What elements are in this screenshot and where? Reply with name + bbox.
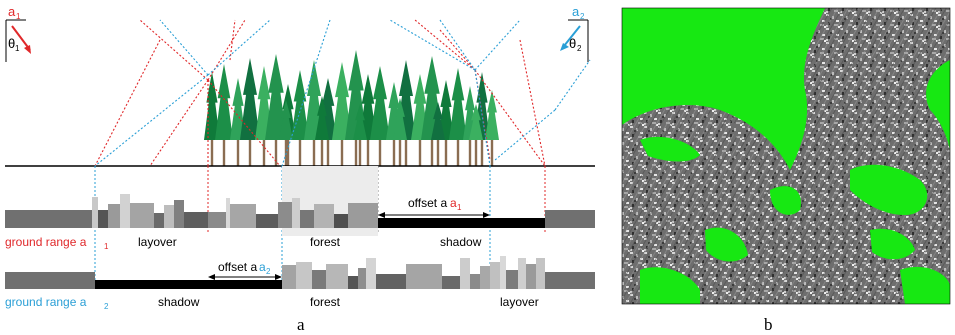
tree-crown [353, 104, 367, 140]
panel-a: a 1 θ 1 a 2 θ 2 [5, 4, 595, 334]
ground-range-a1-label: ground range a [5, 235, 87, 249]
row1-profile [5, 194, 595, 228]
tree-crown [438, 80, 454, 140]
tree-trunk [456, 138, 460, 166]
tree-trunk [404, 138, 408, 166]
offset-a1-annotation: offset a a 1 [378, 196, 490, 218]
sar-image [622, 8, 950, 304]
tree-crown [240, 58, 260, 140]
tree-crown [204, 72, 220, 140]
offset-a2-annotation: offset a a 2 [208, 260, 282, 280]
angle1-sub: 1 [16, 12, 21, 21]
ground-range-a1-sub: 1 [104, 242, 109, 251]
tree-trunk [354, 138, 358, 166]
theta1-sub: 1 [15, 44, 20, 53]
row1-region-forest: forest [310, 235, 341, 249]
tree-trunk [392, 138, 396, 166]
row2-region-forest: forest [310, 295, 341, 309]
angle2-sub: 2 [580, 12, 585, 21]
rays-a1 [94, 19, 546, 167]
panel-b: b [621, 7, 951, 334]
tree-trunk [398, 138, 402, 166]
ground-range-a2-label: ground range a [5, 295, 87, 309]
row2-profile [5, 256, 595, 289]
tree-trunk [340, 138, 344, 166]
tree-trunk [210, 138, 214, 166]
tree-trunk [358, 138, 362, 166]
row1-region-shadow: shadow [440, 235, 482, 249]
tree-trunk [262, 138, 266, 166]
tree-trunk [430, 138, 434, 166]
tree-trunk [436, 138, 440, 166]
offset-a1-sub: 1 [457, 203, 462, 212]
shadow-band-a1 [378, 218, 545, 228]
tree-crown [485, 90, 499, 140]
tree-crown [449, 68, 467, 140]
incidence-a2-indicator: a 2 θ 2 [560, 4, 589, 62]
tree-trunk [320, 138, 324, 166]
row1-region-layover: layover [138, 235, 177, 249]
tree-trunk [284, 138, 288, 166]
rays-a2 [94, 19, 591, 167]
tree-crown [265, 54, 287, 140]
tree-trunk [418, 138, 422, 166]
caption-b: b [764, 315, 773, 334]
theta1-label: θ [8, 36, 15, 51]
theta2-label: θ [569, 36, 576, 51]
tree-crown [332, 62, 352, 140]
row2-region-layover: layover [500, 295, 539, 309]
tree-trunk [490, 138, 494, 166]
arrow-a2-icon [560, 43, 569, 51]
tree-crown [370, 66, 390, 140]
offset-a1-label: offset a [408, 196, 447, 210]
tree-crown [215, 64, 233, 140]
tree-crown [393, 98, 407, 140]
panel-b-frame [621, 7, 951, 305]
tree-trunk [298, 138, 302, 166]
tree-trunk [286, 138, 290, 166]
tree-trunk [248, 138, 252, 166]
shadow-band-a2 [95, 280, 282, 289]
tree-trunk [480, 138, 484, 166]
tree-crown [279, 100, 293, 140]
tree-trunk [474, 138, 478, 166]
forest-trees [204, 50, 499, 166]
offset-a1-letter: a [450, 196, 457, 210]
tree-crown [469, 104, 483, 140]
tree-crown [431, 102, 445, 140]
tree-trunk [444, 138, 448, 166]
offset-a2-letter: a [259, 260, 266, 274]
theta2-sub: 2 [577, 44, 582, 53]
tree-trunk [312, 138, 316, 166]
angle2-name: a [572, 4, 580, 19]
arrow-a1-icon [24, 45, 31, 54]
row2-region-shadow: shadow [158, 295, 200, 309]
tree-crown [230, 78, 246, 140]
tree-trunk [366, 138, 370, 166]
incidence-a1-indicator: a 1 θ 1 [5, 4, 31, 62]
tree-trunk [222, 138, 226, 166]
offset-a2-label: offset a [218, 260, 257, 274]
offset-a2-sub: 2 [266, 267, 271, 276]
tree-trunk [326, 138, 330, 166]
tree-trunk [378, 138, 382, 166]
tree-trunk [236, 138, 240, 166]
ground-range-a2-sub: 2 [104, 302, 109, 311]
tree-crown [291, 70, 309, 140]
caption-a: a [297, 315, 305, 334]
angle1-name: a [8, 4, 16, 19]
tree-crown [315, 96, 329, 140]
tree-trunk [274, 138, 278, 166]
tree-trunk [468, 138, 472, 166]
